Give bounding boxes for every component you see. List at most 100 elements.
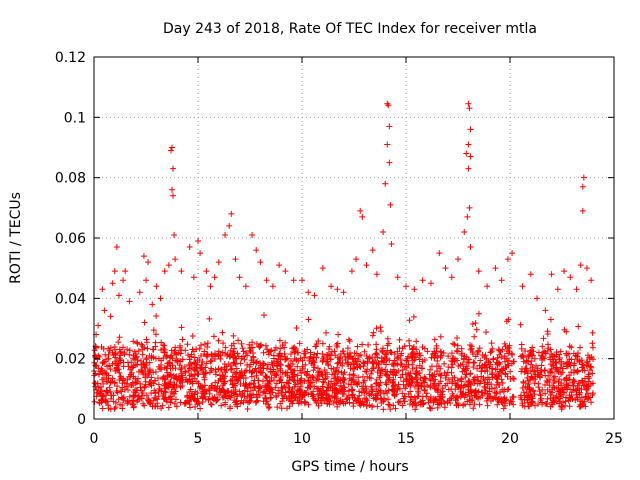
data-point [216,385,223,392]
data-point [506,400,513,407]
data-point [202,396,209,403]
data-point [350,372,357,379]
data-point [570,369,577,376]
data-point [250,354,257,361]
data-point [199,358,206,365]
data-point [121,379,128,386]
data-point [278,389,285,396]
data-point [467,153,474,160]
data-point [269,389,276,396]
data-point [411,286,418,293]
data-point [383,350,390,357]
data-point [479,363,486,370]
data-point [398,360,405,367]
data-point [346,353,353,360]
data-point [122,268,129,275]
data-point [341,369,348,376]
data-point [527,271,534,278]
data-point [579,183,586,190]
data-point [269,283,276,290]
data-point [498,370,505,377]
data-point [99,367,106,374]
data-point [450,355,457,362]
data-point [431,354,438,361]
data-point [384,100,391,107]
data-point [178,365,185,372]
data-point [262,342,269,349]
data-point [322,371,329,378]
data-point [466,393,473,400]
data-point [494,354,501,361]
data-point [262,395,269,402]
data-point [518,345,525,352]
data-point [314,391,321,398]
data-point [411,350,418,357]
data-point [248,344,255,351]
data-point [100,380,107,387]
data-point [535,400,542,407]
data-point [325,380,332,387]
data-point [568,344,575,351]
data-point [535,371,542,378]
data-point [208,401,215,408]
data-point [115,292,122,299]
data-point [410,313,417,320]
data-point [160,396,167,403]
data-point [175,357,182,364]
data-point [583,265,590,272]
data-point [107,388,114,395]
data-point [424,382,431,389]
data-point [378,328,385,335]
data-point [321,397,328,404]
data-point [184,341,191,348]
data-point [305,401,312,408]
data-point [276,352,283,359]
data-point [584,352,591,359]
data-point [415,390,422,397]
data-point [278,362,285,369]
data-point [538,368,545,375]
data-point [343,396,350,403]
data-point [413,338,420,345]
data-point [230,359,237,366]
data-point [574,394,581,401]
data-point [285,380,292,387]
data-point [268,394,275,401]
data-point [417,375,424,382]
data-point [262,383,269,390]
data-point [186,362,193,369]
data-point [373,325,380,332]
data-point [276,337,283,344]
data-point [189,332,196,339]
data-point [272,384,279,391]
data-point [145,368,152,375]
data-point [244,406,251,413]
data-point [325,361,332,368]
data-point [240,380,247,387]
data-point [394,274,401,281]
data-point [561,376,568,383]
data-point [201,374,208,381]
data-point [271,371,278,378]
data-point [306,355,313,362]
data-point [410,345,417,352]
data-point [557,348,564,355]
data-point [333,386,340,393]
data-point [181,363,188,370]
data-point [99,360,106,367]
data-point [410,344,417,351]
data-point [561,268,568,275]
data-point [484,368,491,375]
data-point [174,358,181,365]
data-point [319,394,326,401]
data-point [448,274,455,281]
data-point [580,401,587,408]
data-point [338,382,345,389]
data-point [319,372,326,379]
data-point [546,388,553,395]
data-point [161,364,168,371]
data-point [403,364,410,371]
data-point [392,372,399,379]
data-point [256,392,263,399]
data-point [470,364,477,371]
